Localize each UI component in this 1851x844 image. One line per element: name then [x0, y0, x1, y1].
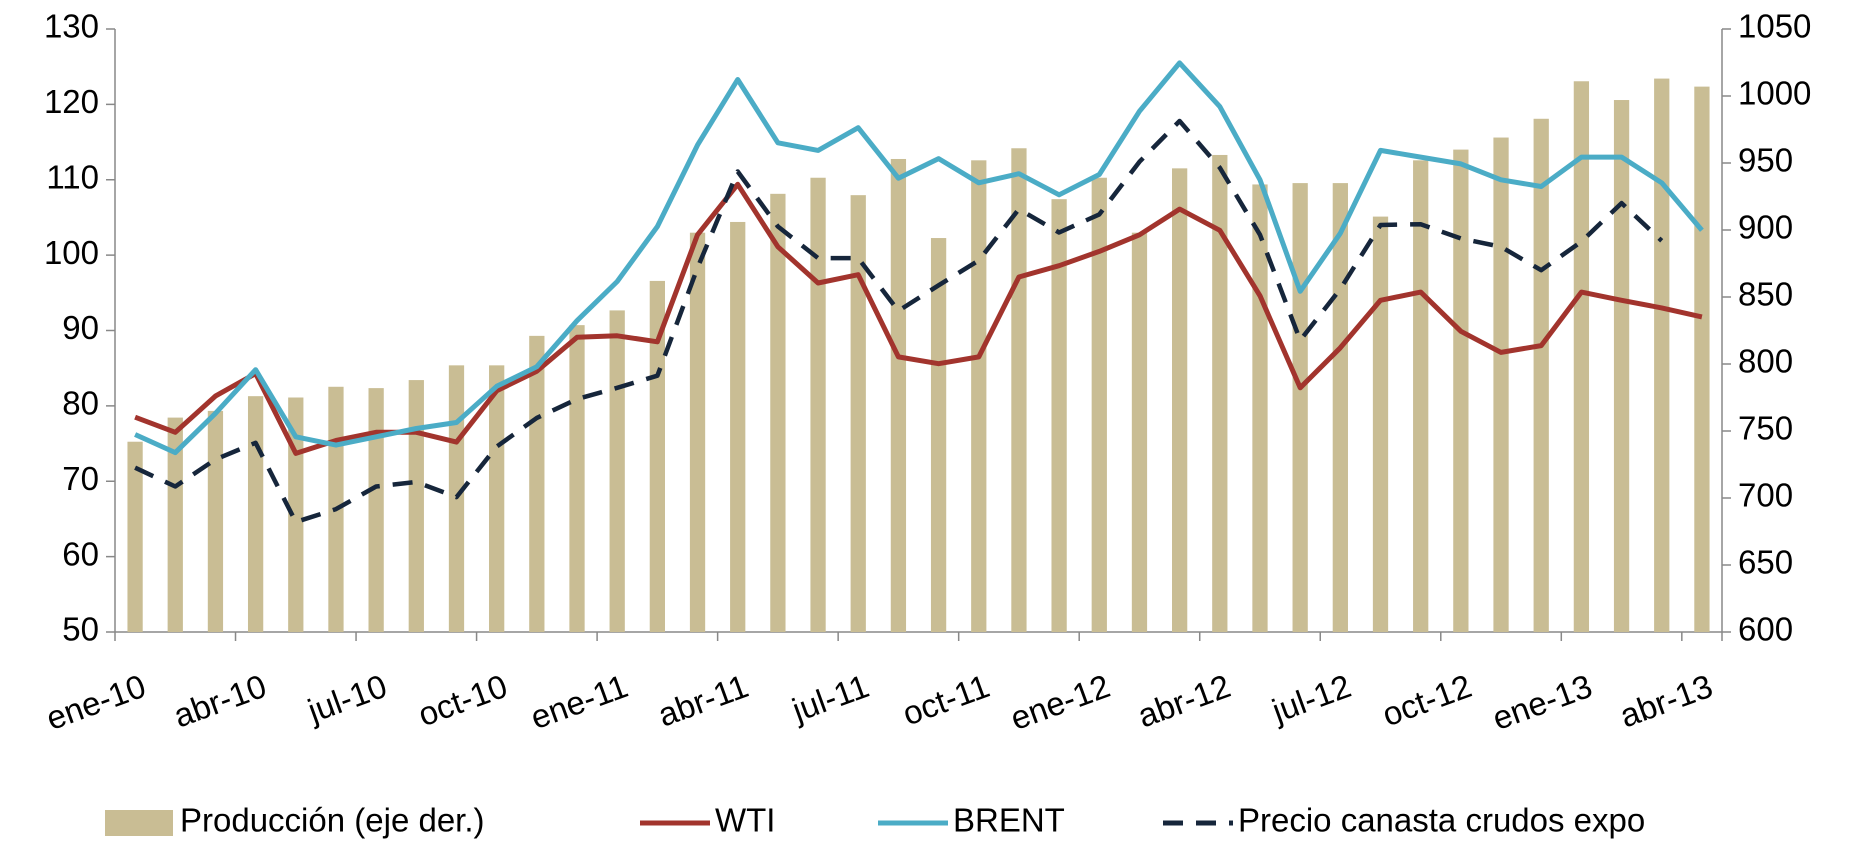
y2-tick-label: 850 [1738, 276, 1793, 313]
x-tick-label: ene-12 [1005, 667, 1114, 737]
y2-tick-label: 600 [1738, 611, 1793, 648]
bar [730, 221, 746, 632]
y2-tick-label: 1050 [1738, 8, 1811, 45]
bar [1613, 100, 1630, 632]
y-tick-label: 120 [44, 83, 99, 120]
bar [1172, 168, 1188, 633]
y2-tick-label: 650 [1738, 544, 1793, 581]
bar [1292, 183, 1308, 632]
bar [1413, 160, 1429, 632]
bar [890, 158, 907, 633]
bar [1694, 86, 1710, 633]
legend-swatch [105, 810, 173, 836]
y-tick-label: 130 [44, 8, 99, 45]
bar [1131, 232, 1148, 632]
bar [810, 177, 826, 633]
y-tick-label: 50 [62, 611, 99, 648]
bar [1091, 177, 1107, 633]
y-tick-label: 70 [62, 460, 99, 497]
bar [569, 325, 585, 632]
y2-tick-label: 950 [1738, 142, 1793, 179]
bar [1051, 199, 1067, 632]
bar [1533, 118, 1549, 632]
bar [1654, 78, 1670, 632]
bar [207, 410, 224, 632]
bar [489, 365, 505, 632]
x-tick-label: oct-11 [898, 667, 995, 732]
bar [850, 195, 866, 632]
bar [609, 310, 625, 632]
bar [770, 193, 786, 632]
x-tick-label: jul-12 [1266, 667, 1355, 730]
x-tick-label: abr-12 [1133, 667, 1235, 734]
x-tick-label: jul-11 [786, 667, 873, 729]
bar [408, 380, 424, 632]
bar [930, 238, 947, 633]
y2-tick-label: 900 [1738, 209, 1793, 246]
y2-tick-label: 750 [1738, 410, 1793, 447]
legend-label: Precio canasta crudos expo [1238, 802, 1645, 839]
x-tick-label: oct-10 [413, 667, 512, 733]
x-tick-label: ene-11 [526, 667, 633, 736]
bar [1212, 154, 1228, 632]
y-tick-label: 90 [62, 309, 99, 346]
bar [1011, 148, 1027, 632]
bar [167, 417, 183, 632]
y2-tick-label: 800 [1738, 343, 1793, 380]
x-tick-label: ene-10 [41, 667, 150, 737]
x-tick-label: oct-12 [1377, 667, 1476, 733]
line-series [134, 60, 1704, 456]
bar [971, 160, 987, 632]
bar [1573, 81, 1590, 632]
bar [1252, 184, 1268, 632]
bar [1453, 149, 1469, 632]
y-tick-label: 110 [46, 158, 99, 195]
y-tick-label: 60 [62, 535, 99, 572]
y-tick-label: 100 [44, 234, 99, 271]
legend: Producción (eje der.) WTI BRENT Precio cana… [105, 802, 1645, 839]
bar [689, 232, 706, 632]
legend-label: Producción (eje der.) [180, 802, 485, 839]
bar [368, 388, 384, 632]
bar [1493, 137, 1509, 633]
x-tick-label: ene-13 [1488, 667, 1597, 737]
y2-tick-label: 700 [1738, 477, 1793, 514]
bar [529, 335, 545, 632]
legend-label: BRENT [953, 802, 1065, 839]
bar [247, 396, 264, 632]
x-tick-label: jul-10 [302, 667, 391, 730]
y2-tick-label: 1000 [1738, 75, 1811, 112]
x-tick-label: abr-10 [169, 667, 271, 734]
x-tick-label: abr-13 [1615, 667, 1717, 734]
y-tick-label: 80 [62, 385, 99, 422]
x-tick-label: abr-11 [653, 667, 753, 734]
legend-label: WTI [715, 802, 775, 839]
bar [288, 397, 304, 632]
bar [1372, 216, 1389, 632]
bar [127, 441, 143, 632]
bar [1332, 183, 1348, 632]
